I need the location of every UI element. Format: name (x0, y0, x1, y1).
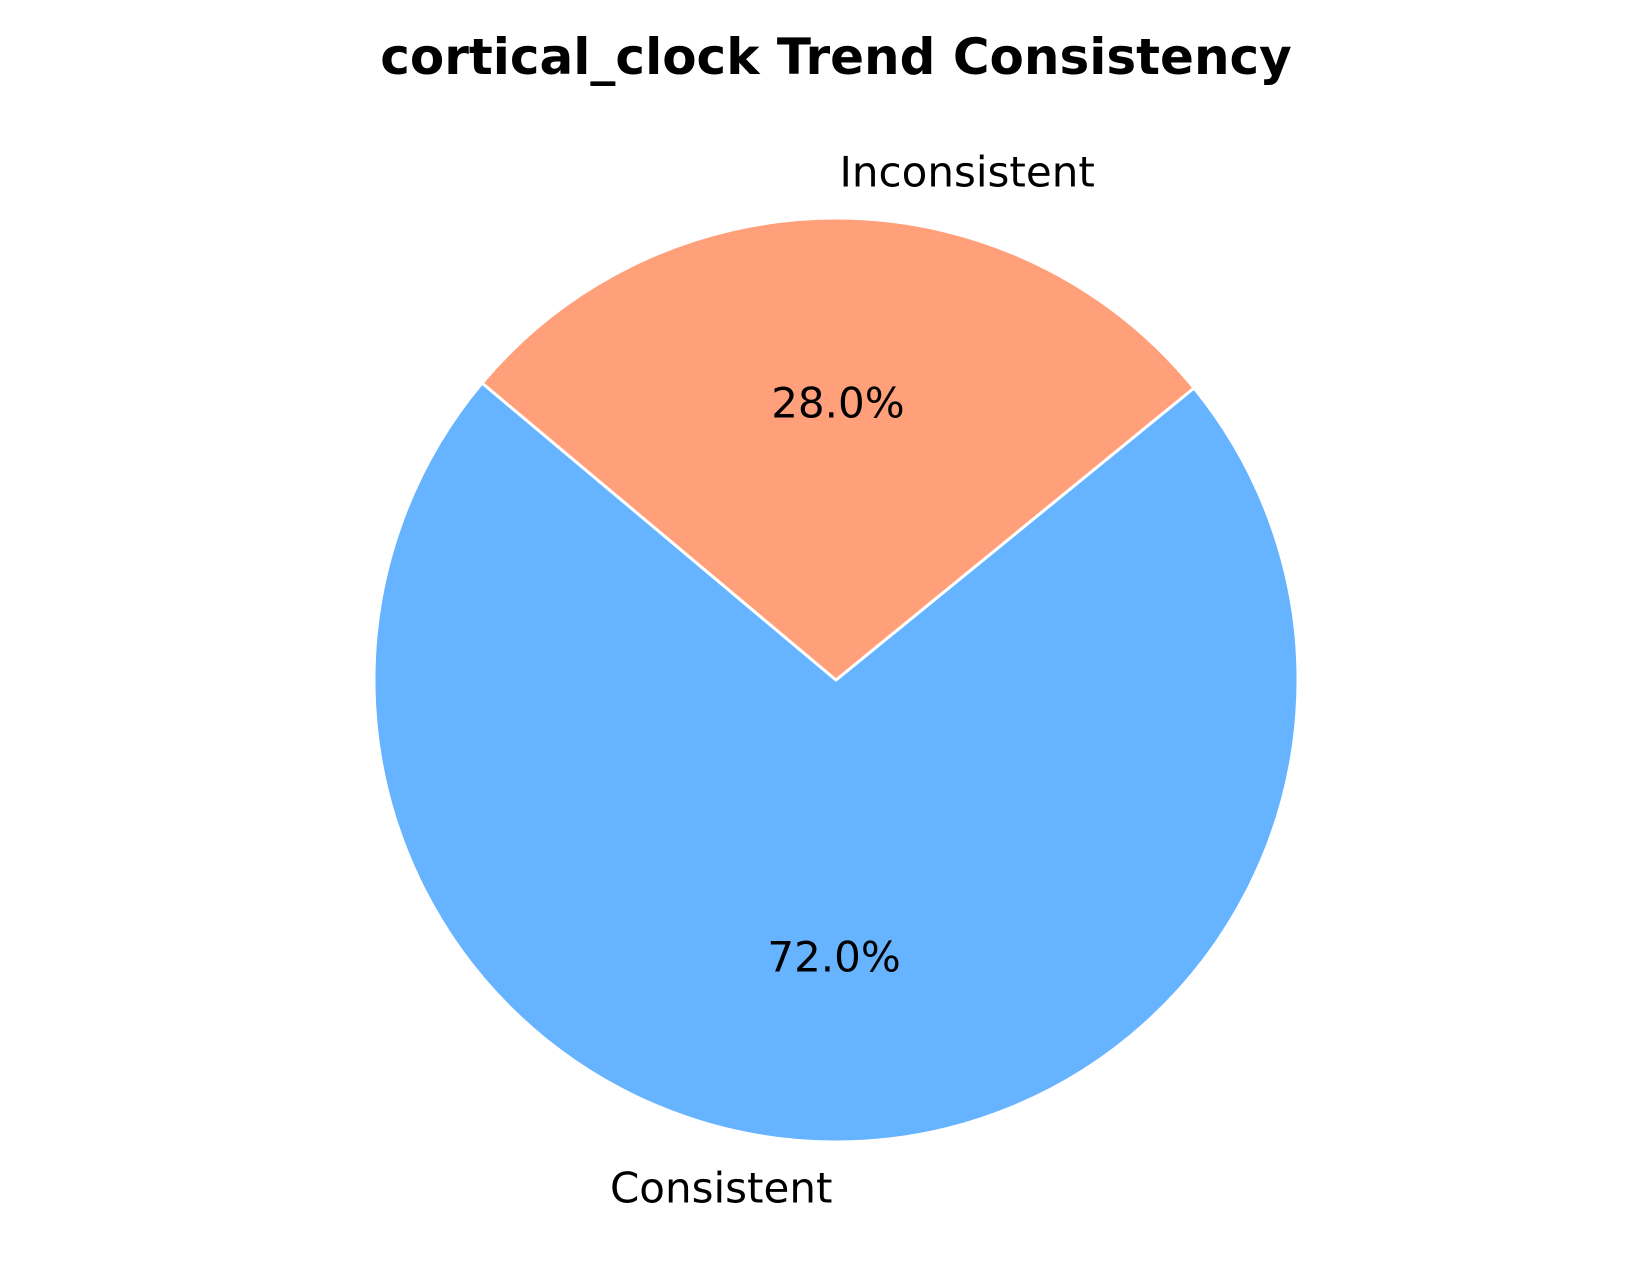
pie-labels: Consistent 72.0% Inconsistent 28.0% (610, 147, 1095, 1212)
pie-slices (372, 216, 1300, 1144)
slice-label-inconsistent: Inconsistent (840, 147, 1095, 196)
percent-label-consistent: 72.0% (767, 933, 900, 982)
pie-slice-inconsistent (480, 216, 1196, 682)
percent-label-inconsistent: 28.0% (771, 378, 904, 427)
pie-slice-consistent (372, 381, 1300, 1144)
chart-title: cortical_clock Trend Consistency (380, 28, 1292, 86)
slice-label-consistent: Consistent (610, 1164, 832, 1213)
